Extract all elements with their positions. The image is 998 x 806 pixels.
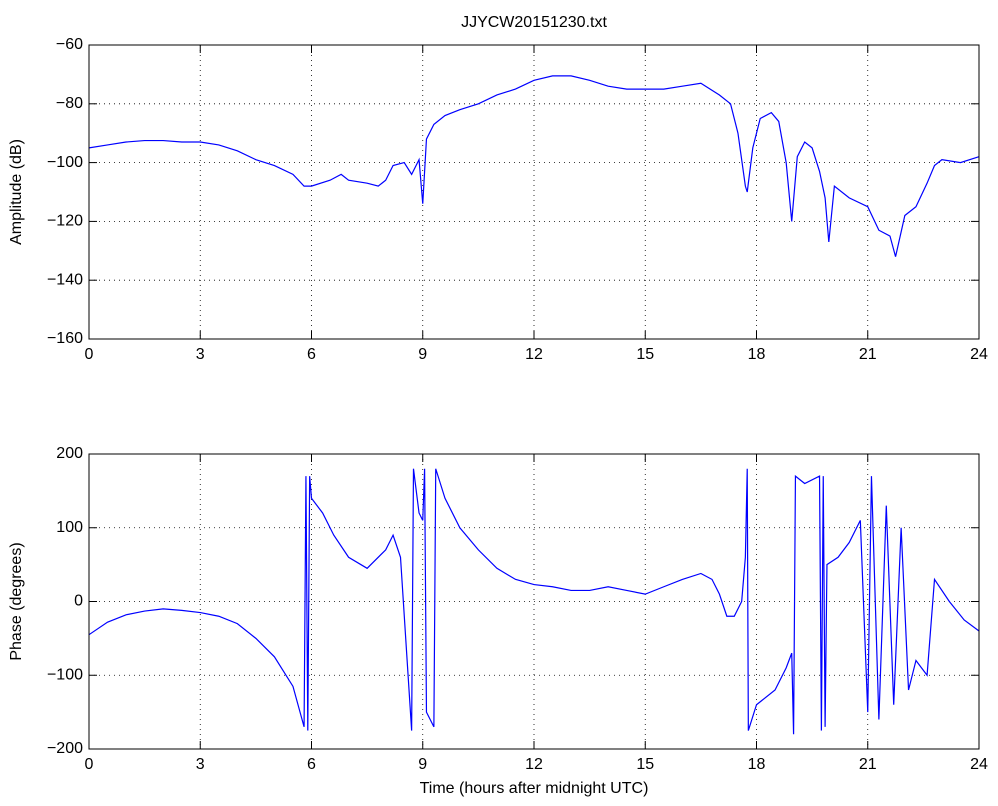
y-tick-label: −60 (56, 36, 83, 53)
y-tick-label: −140 (47, 271, 83, 288)
y-tick-label: −160 (47, 330, 83, 347)
x-tick-label: 24 (970, 756, 988, 773)
y-tick-label: −100 (47, 154, 83, 171)
x-tick-label: 12 (525, 756, 543, 773)
x-tick-label: 18 (748, 346, 766, 363)
chart-title: JJYCW20151230.txt (461, 14, 607, 31)
y-tick-label: 0 (74, 593, 83, 610)
y-tick-label: 100 (56, 519, 83, 536)
x-tick-label: 18 (748, 756, 766, 773)
data-line (88, 75, 980, 257)
x-tick-label: 3 (196, 756, 205, 773)
x-tick-label: 9 (418, 756, 427, 773)
y-tick-label: −100 (47, 666, 83, 683)
x-tick-label: 9 (418, 346, 427, 363)
y-tick-label: −80 (56, 95, 83, 112)
data-line (88, 468, 980, 735)
x-tick-label: 0 (85, 346, 94, 363)
y-tick-label: 200 (56, 445, 83, 462)
axes-frame (88, 44, 980, 340)
plot-area (89, 45, 979, 339)
axes-frame (88, 453, 980, 750)
x-axis-label: Time (hours after midnight UTC) (420, 780, 649, 797)
x-tick-label: 12 (525, 346, 543, 363)
x-tick-label: 6 (307, 756, 316, 773)
y-axis-label: Amplitude (dB) (8, 139, 25, 245)
y-tick-label: −200 (47, 740, 83, 757)
x-tick-label: 6 (307, 346, 316, 363)
x-tick-label: 0 (85, 756, 94, 773)
x-tick-label: 3 (196, 346, 205, 363)
y-axis-label: Phase (degrees) (8, 542, 25, 660)
x-tick-label: 24 (970, 346, 988, 363)
x-tick-label: 21 (859, 346, 877, 363)
y-tick-label: −120 (47, 213, 83, 230)
x-tick-label: 15 (636, 756, 654, 773)
x-tick-label: 21 (859, 756, 877, 773)
x-tick-label: 15 (636, 346, 654, 363)
